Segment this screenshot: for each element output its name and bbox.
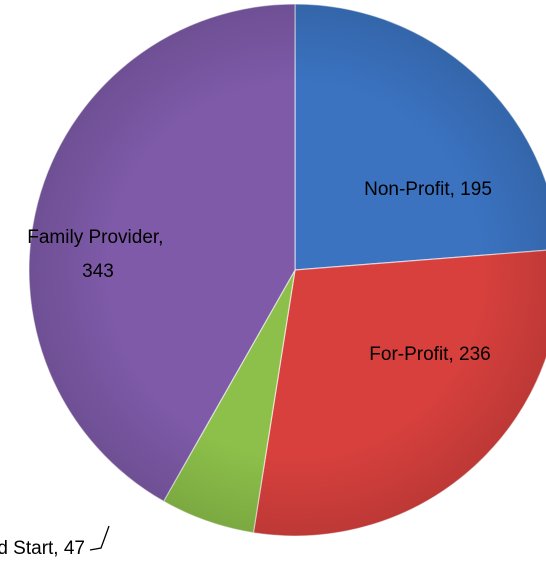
pie-slice — [252, 249, 546, 537]
data-label: Non-Profit, 195 — [364, 179, 492, 200]
data-label: Family Provider, 343 — [27, 227, 168, 282]
leader-line — [89, 525, 110, 551]
data-label: For-Profit, 236 — [369, 344, 490, 365]
data-label: Head Start, 47 — [0, 538, 85, 559]
pie-slice — [294, 3, 546, 271]
